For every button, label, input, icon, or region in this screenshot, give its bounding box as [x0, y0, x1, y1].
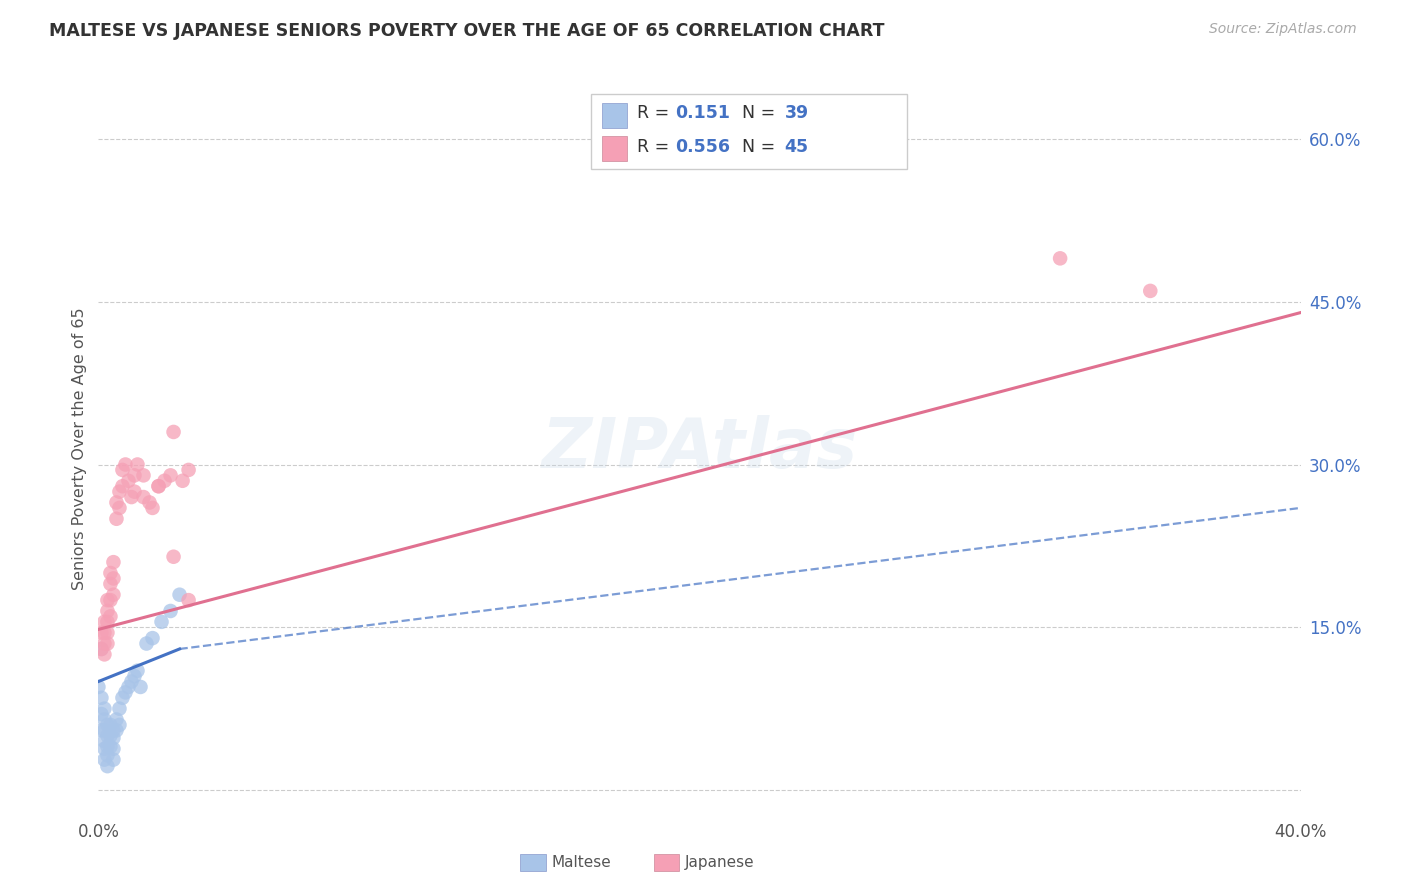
Point	[100, 718, 122, 732]
Point	[124, 669, 146, 683]
Point	[105, 512, 128, 526]
Text: Source: ZipAtlas.com: Source: ZipAtlas.com	[1209, 22, 1357, 37]
Point	[96, 625, 118, 640]
Point	[96, 729, 118, 743]
Point	[103, 731, 125, 745]
Point	[111, 690, 134, 705]
Point	[103, 753, 125, 767]
Point	[96, 748, 118, 763]
Point	[100, 577, 122, 591]
Point	[127, 664, 149, 678]
Point	[103, 571, 125, 585]
Point	[141, 631, 163, 645]
Point	[114, 458, 136, 472]
Point	[129, 680, 152, 694]
Point	[114, 685, 136, 699]
Point	[105, 713, 128, 727]
Point	[93, 615, 115, 629]
Point	[93, 723, 115, 738]
Point	[117, 680, 139, 694]
Point	[100, 739, 122, 754]
Point	[93, 713, 115, 727]
Point	[96, 615, 118, 629]
Point	[159, 468, 181, 483]
Point	[177, 463, 200, 477]
Point	[124, 484, 146, 499]
Text: Maltese: Maltese	[551, 855, 610, 870]
Text: N =: N =	[731, 138, 780, 156]
Point	[111, 463, 134, 477]
Point	[93, 741, 115, 756]
Point	[177, 593, 200, 607]
Point	[103, 741, 125, 756]
Point	[153, 474, 176, 488]
Point	[100, 566, 122, 580]
Point	[96, 593, 118, 607]
Point	[135, 636, 157, 650]
Point	[100, 729, 122, 743]
Point	[105, 495, 128, 509]
Point	[132, 490, 155, 504]
Point	[162, 425, 184, 439]
Point	[93, 625, 115, 640]
Point	[90, 642, 112, 657]
Point	[148, 479, 170, 493]
Point	[96, 739, 118, 754]
Point	[1139, 284, 1161, 298]
Point	[162, 549, 184, 564]
Text: Japanese: Japanese	[685, 855, 755, 870]
Point	[121, 490, 143, 504]
Point	[90, 690, 112, 705]
Text: 0.151: 0.151	[675, 104, 730, 122]
Point	[169, 588, 191, 602]
Point	[150, 615, 173, 629]
Text: 45: 45	[785, 138, 808, 156]
Point	[90, 642, 112, 657]
Point	[93, 753, 115, 767]
Point	[141, 500, 163, 515]
Point	[138, 495, 160, 509]
Point	[103, 588, 125, 602]
Point	[90, 707, 112, 722]
Point	[108, 500, 131, 515]
Text: ZIPAtlas: ZIPAtlas	[541, 415, 858, 482]
Y-axis label: Seniors Poverty Over the Age of 65: Seniors Poverty Over the Age of 65	[72, 307, 87, 590]
Point	[108, 701, 131, 715]
Point	[108, 484, 131, 499]
Text: R =: R =	[637, 104, 675, 122]
Text: MALTESE VS JAPANESE SENIORS POVERTY OVER THE AGE OF 65 CORRELATION CHART: MALTESE VS JAPANESE SENIORS POVERTY OVER…	[49, 22, 884, 40]
Point	[90, 625, 112, 640]
Point	[96, 636, 118, 650]
Point	[127, 458, 149, 472]
Point	[124, 468, 146, 483]
Point	[100, 593, 122, 607]
Point	[103, 555, 125, 569]
Text: 39: 39	[785, 104, 808, 122]
Text: R =: R =	[637, 138, 675, 156]
Point	[132, 468, 155, 483]
Point	[93, 701, 115, 715]
Point	[159, 604, 181, 618]
Point	[111, 479, 134, 493]
Point	[96, 718, 118, 732]
Point	[90, 723, 112, 738]
Point	[87, 680, 110, 694]
Point	[103, 723, 125, 738]
Point	[105, 723, 128, 738]
Point	[1049, 252, 1071, 266]
Point	[148, 479, 170, 493]
Point	[93, 734, 115, 748]
Point	[96, 759, 118, 773]
Point	[100, 609, 122, 624]
Point	[93, 636, 115, 650]
Point	[117, 474, 139, 488]
Point	[93, 648, 115, 662]
Text: N =: N =	[731, 104, 780, 122]
Point	[96, 604, 118, 618]
Point	[172, 474, 194, 488]
Text: 0.556: 0.556	[675, 138, 730, 156]
Point	[121, 674, 143, 689]
Point	[108, 718, 131, 732]
